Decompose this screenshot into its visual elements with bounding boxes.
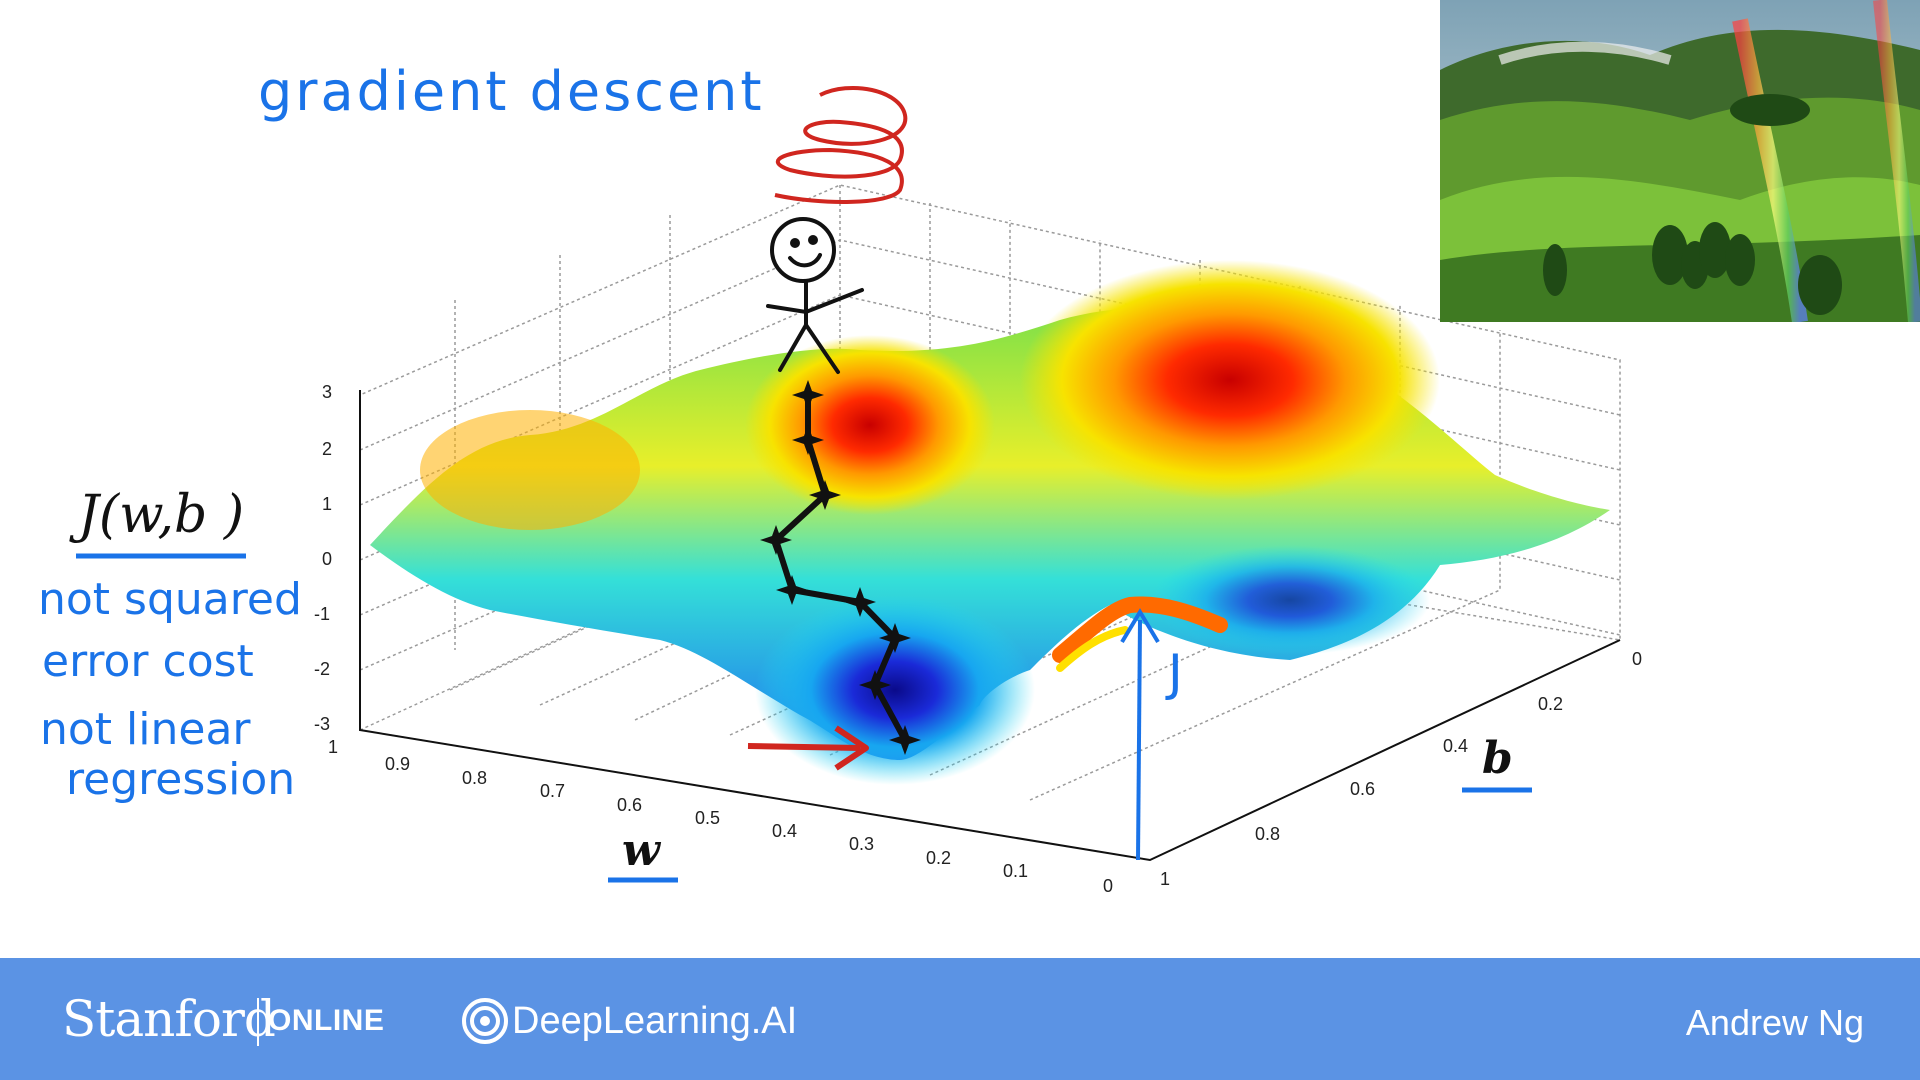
step-marker-icon <box>844 587 876 617</box>
step-marker-icon <box>859 670 891 700</box>
surface-hump-left <box>420 410 640 530</box>
note-not-squared: not squared <box>38 574 302 625</box>
step-marker-icon <box>760 525 792 555</box>
x-tick: 0.8 <box>462 768 487 788</box>
cost-function-label: J(w,b ) <box>69 485 244 545</box>
step-marker-icon <box>776 575 808 605</box>
step-marker-icon <box>889 725 921 755</box>
x-tick: 1 <box>328 737 338 757</box>
gradient-descent-title: gradient descent <box>258 60 765 123</box>
deeplearning-logo-icon <box>462 998 508 1044</box>
y-tick: 0.8 <box>1255 824 1280 844</box>
step-marker-icon <box>792 425 824 455</box>
cost-surface-slide: 3 2 1 0 -1 -2 -3 1 0.9 0.8 0.7 0.6 0.5 0… <box>38 60 1642 896</box>
x-tick: 0.9 <box>385 754 410 774</box>
y-tick: 0.6 <box>1350 779 1375 799</box>
z-tick: -2 <box>314 659 330 679</box>
z-tick: 2 <box>322 439 332 459</box>
stick-figure-icon <box>766 217 864 374</box>
author-name: Andrew Ng <box>1685 1002 1864 1043</box>
z-tick: 3 <box>322 382 332 402</box>
x-tick: 0 <box>1103 876 1113 896</box>
x-tick: 0.3 <box>849 834 874 854</box>
y-tick: 0.2 <box>1538 694 1563 714</box>
x-tick: 0.2 <box>926 848 951 868</box>
y-tick: 0.4 <box>1443 736 1468 756</box>
dizzy-scribble-icon <box>774 86 908 204</box>
cost-surface <box>370 260 1610 785</box>
minimum-arrow <box>747 743 861 751</box>
note-error-cost: error cost <box>42 636 254 687</box>
x-tick: 0.5 <box>695 808 720 828</box>
j-marker-label: J <box>1165 644 1183 702</box>
landscape-photo <box>1440 0 1920 322</box>
surface-peak-right <box>1020 260 1440 500</box>
x-tick: 0.7 <box>540 781 565 801</box>
z-tick: -1 <box>314 604 330 624</box>
y-tick: 0 <box>1632 649 1642 669</box>
x-tick: 0.1 <box>1003 861 1028 881</box>
y-axis-label: b <box>1482 733 1513 784</box>
z-tick: 1 <box>322 494 332 514</box>
x-tick: 0.4 <box>772 821 797 841</box>
z-tick: 0 <box>322 549 332 569</box>
descent-path <box>760 380 921 755</box>
note-not-linear: not linear <box>40 704 251 755</box>
plot-axes <box>359 390 1621 862</box>
x-axis-label: w <box>622 825 662 876</box>
stanford-logo-text: Stanford <box>62 990 276 1048</box>
surface-local-min-ridge <box>1052 596 1228 663</box>
deeplearning-brand-text: DeepLearning.AI <box>512 1000 798 1042</box>
logo-separator <box>257 998 259 1046</box>
step-marker-icon <box>792 380 824 410</box>
note-regression: regression <box>66 754 295 805</box>
x-tick: 0.6 <box>617 795 642 815</box>
z-tick: -3 <box>314 714 330 734</box>
surface-valley-right <box>1150 545 1430 655</box>
j-arrow <box>1136 619 1142 861</box>
surface-peak-left <box>745 335 995 515</box>
step-marker-icon <box>879 623 911 653</box>
online-logo-text: ONLINE <box>268 1004 385 1037</box>
y-tick: 1 <box>1160 869 1170 889</box>
step-marker-icon <box>809 480 841 510</box>
surface-valley <box>755 595 1035 785</box>
footer-bar <box>0 958 1920 1080</box>
